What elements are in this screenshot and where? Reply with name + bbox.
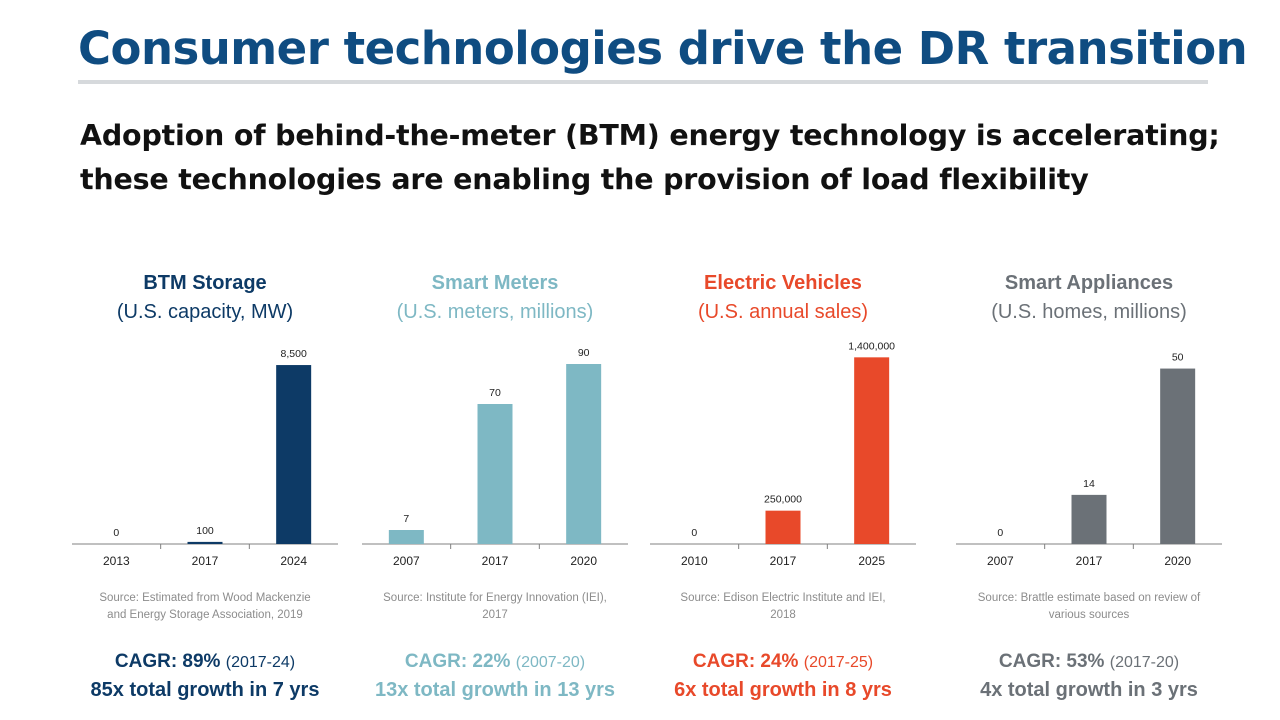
bar [1160,368,1196,544]
cagr-label: CAGR: 89% [114,651,221,672]
panel-title: BTM Storage [143,272,267,294]
panel-title: Smart Meters [431,272,559,294]
slide-title: Consumer technologies drive the DR trans… [78,22,1248,75]
panel-header: Electric Vehicles (U.S. annual sales) [638,268,928,326]
growth-summary: 4x total growth in 3 yrs [980,679,1198,701]
source-line: Source: Estimated from Wood Mackenzie [99,592,311,604]
bar [1071,494,1107,544]
panel-unit: (U.S. meters, millions) [396,301,594,323]
bar [854,357,890,544]
panel-title: Smart Appliances [1004,272,1174,294]
panel-unit: (U.S. annual sales) [697,301,869,323]
cagr-period: (2017-24) [225,654,296,671]
cagr-period: (2017-20) [1109,654,1180,671]
source-note: Source: Edison Electric Institute and IE… [638,590,928,624]
data-label: 1,400,000 [848,340,895,352]
data-label: 0 [997,527,1003,539]
x-tick-label: 2007 [987,554,1014,568]
bar-chart: 7 2007 70 2017 90 2020 [362,347,628,568]
data-label: 250,000 [764,494,802,506]
panel-unit: (U.S. capacity, MW) [116,301,294,323]
x-tick-label: 2017 [1076,554,1103,568]
bar [388,530,424,544]
growth-summary: 85x total growth in 7 yrs [90,679,320,701]
cagr-line: CAGR: 22% (2007-20) [350,648,640,677]
title-underline [78,80,1208,84]
data-label: 8,500 [281,348,307,360]
cagr-label: CAGR: 53% [998,651,1105,672]
bar [566,364,602,544]
source-line: 2017 [482,609,508,621]
cagr-line: CAGR: 89% (2017-24) [60,648,350,677]
x-tick-label: 2020 [1164,554,1191,568]
bar-chart: 0 2007 14 2017 50 2020 [956,352,1222,568]
data-label: 7 [403,513,409,525]
x-tick-label: 2024 [280,554,307,568]
x-tick-label: 2017 [192,554,219,568]
source-note: Source: Institute for Energy Innovation … [350,590,640,624]
panel-electric-vehicles: Electric Vehicles (U.S. annual sales) 0 2… [638,268,928,713]
source-note: Source: Estimated from Wood Mackenzie an… [60,590,350,624]
bar-chart: 0 2013 100 2017 8,500 2024 [72,348,338,568]
cagr-label: CAGR: 24% [692,651,799,672]
panel-header: Smart Meters (U.S. meters, millions) [350,268,640,326]
data-label: 14 [1083,478,1095,490]
cagr-period: (2007-20) [515,654,586,671]
bar [187,541,223,544]
x-tick-label: 2017 [770,554,797,568]
x-tick-label: 2007 [393,554,420,568]
x-tick-label: 2017 [482,554,509,568]
growth-summary: 6x total growth in 8 yrs [674,679,892,701]
cagr-line: CAGR: 53% (2017-20) [944,648,1234,677]
x-tick-label: 2010 [681,554,708,568]
bar [276,365,312,544]
data-label: 50 [1172,352,1184,364]
x-tick-label: 2025 [858,554,885,568]
source-line: Source: Edison Electric Institute and IE… [680,592,886,604]
data-label: 0 [691,527,697,539]
bar [477,404,513,544]
panel-header: BTM Storage (U.S. capacity, MW) [60,268,350,326]
source-line: and Energy Storage Association, 2019 [107,609,303,621]
panel-btm-storage: BTM Storage (U.S. capacity, MW) 0 2013 100… [60,268,350,713]
source-line: Source: Institute for Energy Innovation … [383,592,607,604]
panel-header: Smart Appliances (U.S. homes, millions) [944,268,1234,326]
growth-summary: 13x total growth in 13 yrs [374,679,616,701]
x-tick-label: 2020 [570,554,597,568]
cagr-line: CAGR: 24% (2017-25) [638,648,928,677]
source-line: various sources [1048,609,1130,621]
slide-subtitle: Adoption of behind-the-meter (BTM) energ… [80,114,1230,202]
panel-smart-appliances: Smart Appliances (U.S. homes, millions) … [944,268,1234,713]
subtitle-line: Adoption of behind-the-meter (BTM) energ… [80,119,1220,152]
cagr-label: CAGR: 22% [404,651,511,672]
cagr-period: (2017-25) [803,654,874,671]
x-tick-label: 2013 [103,554,130,568]
panel-title: Electric Vehicles [704,272,862,294]
bar-chart: 0 2010 250,000 2017 1,400,000 2025 [650,340,916,568]
source-line: Source: Brattle estimate based on review… [977,592,1201,604]
data-label: 70 [489,387,501,399]
data-label: 0 [113,527,119,539]
source-note: Source: Brattle estimate based on review… [944,590,1234,624]
source-line: 2018 [770,609,796,621]
data-label: 90 [578,347,590,359]
panel-smart-meters: Smart Meters (U.S. meters, millions) 7 20… [350,268,640,713]
data-label: 100 [196,525,214,537]
panel-unit: (U.S. homes, millions) [991,301,1187,323]
subtitle-line: these technologies are enabling the prov… [80,163,1089,196]
bar [765,510,801,544]
